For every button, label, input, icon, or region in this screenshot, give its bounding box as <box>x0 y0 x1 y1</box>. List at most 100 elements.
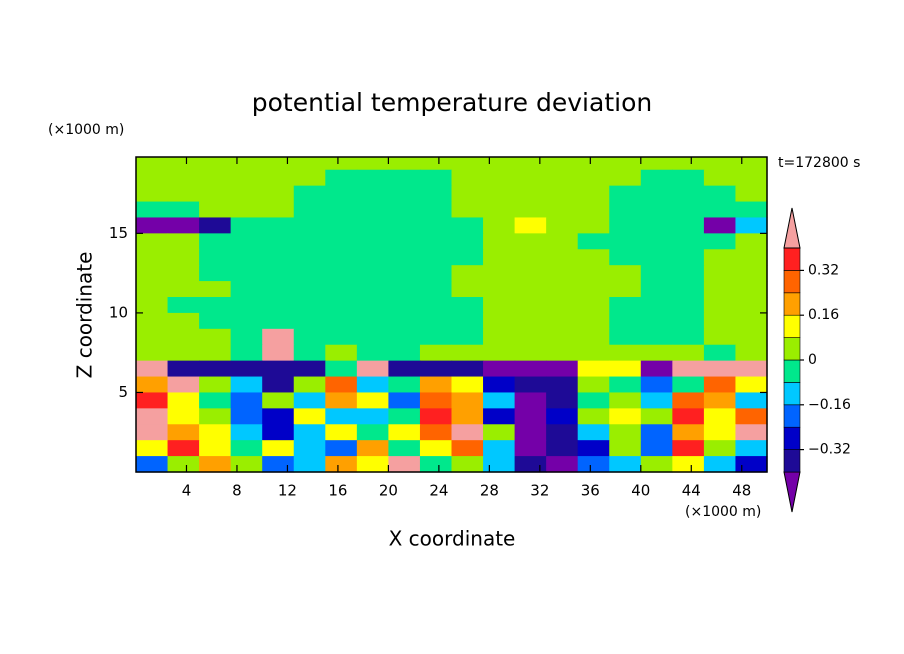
contour-cell <box>167 344 200 362</box>
contour-cell <box>640 249 673 266</box>
contour-cell <box>672 265 705 282</box>
contour-cell <box>546 344 579 362</box>
contour-cell <box>356 185 389 203</box>
contour-cell <box>199 157 232 171</box>
contour-cell <box>325 376 358 394</box>
contour-cell <box>356 217 389 234</box>
contour-cell <box>136 281 169 298</box>
contour-cell <box>672 249 705 266</box>
contour-cell <box>546 297 579 314</box>
contour-cell <box>609 392 642 409</box>
contour-cell <box>514 344 547 362</box>
contour-cell <box>451 440 484 457</box>
contour-cell <box>356 265 389 282</box>
contour-cell <box>325 344 358 362</box>
contour-cell <box>609 233 642 250</box>
contour-cell <box>672 157 705 171</box>
contour-cell <box>293 408 326 425</box>
contour-cell <box>199 456 232 473</box>
contour-cell <box>703 344 737 362</box>
contour-cell <box>483 456 516 473</box>
contour-field <box>136 157 768 473</box>
contour-cell <box>136 249 169 266</box>
contour-cell <box>735 360 768 378</box>
contour-cell <box>230 328 263 346</box>
contour-cell <box>325 249 358 266</box>
contour-cell <box>672 328 705 346</box>
contour-cell <box>514 392 547 409</box>
colorbar-box <box>783 404 801 428</box>
contour-cell <box>262 328 295 346</box>
contour-cell <box>451 328 484 346</box>
contour-cell <box>293 281 326 298</box>
contour-cell <box>451 249 484 266</box>
contour-cell <box>136 157 169 171</box>
contour-cell <box>703 297 737 314</box>
contour-cell <box>167 376 200 394</box>
colorbar-extend-high <box>783 207 801 249</box>
contour-cell <box>546 424 579 441</box>
contour-cell <box>419 456 453 473</box>
colorbar-box <box>783 314 801 338</box>
contour-cell <box>546 281 579 298</box>
contour-cell <box>199 281 232 298</box>
contour-cell <box>356 424 389 441</box>
contour-cell <box>419 328 453 346</box>
x-tick-label: 8 <box>232 482 242 500</box>
contour-cell <box>167 456 200 473</box>
contour-cell <box>577 424 610 441</box>
contour-cell <box>419 392 453 409</box>
contour-cell <box>325 440 358 457</box>
contour-cell <box>419 233 453 250</box>
contour-cell <box>136 312 169 330</box>
contour-cell <box>230 201 263 219</box>
contour-cell <box>483 265 516 282</box>
contour-cell <box>388 392 421 409</box>
contour-cell <box>451 297 484 314</box>
contour-cell <box>514 249 547 266</box>
contour-cell <box>609 217 642 234</box>
contour-cell <box>640 408 673 425</box>
contour-cell <box>356 249 389 266</box>
x-tick-label: 12 <box>278 482 297 500</box>
contour-cell <box>388 328 421 346</box>
contour-cell <box>672 360 705 378</box>
contour-cell <box>230 344 263 362</box>
contour-cell <box>230 440 263 457</box>
contour-cell <box>388 217 421 234</box>
contour-cell <box>514 297 547 314</box>
contour-cell <box>388 169 421 187</box>
contour-cell <box>325 169 358 187</box>
contour-cell <box>230 185 263 203</box>
contour-cell <box>672 424 705 441</box>
y-tick-label: 10 <box>109 303 128 321</box>
contour-cell <box>356 344 389 362</box>
contour-cell <box>262 344 295 362</box>
contour-cell <box>325 456 358 473</box>
contour-cell <box>199 312 232 330</box>
contour-cell <box>640 265 673 282</box>
y-axis-label: Z coordinate <box>73 252 97 379</box>
contour-cell <box>419 312 453 330</box>
contour-cell <box>356 281 389 298</box>
contour-cell <box>136 424 169 441</box>
contour-cell <box>640 328 673 346</box>
contour-cell <box>451 360 484 378</box>
contour-cell <box>640 169 673 187</box>
contour-cell <box>136 233 169 250</box>
contour-cell <box>577 376 610 394</box>
contour-cell <box>703 217 737 234</box>
contour-cell <box>199 376 232 394</box>
contour-cell <box>388 408 421 425</box>
contour-cell <box>199 249 232 266</box>
contour-cell <box>703 249 737 266</box>
contour-cell <box>735 344 768 362</box>
contour-cell <box>514 424 547 441</box>
contour-cell <box>577 312 610 330</box>
contour-cell <box>483 201 516 219</box>
contour-cell <box>577 217 610 234</box>
contour-cell <box>325 297 358 314</box>
contour-cell <box>230 424 263 441</box>
contour-cell <box>609 169 642 187</box>
contour-cell <box>735 217 768 234</box>
